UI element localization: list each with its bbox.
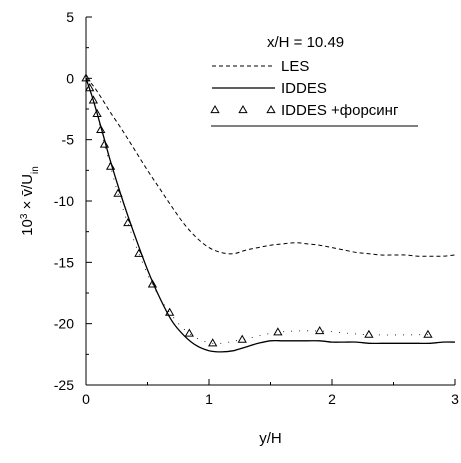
legend-entry-label: LES — [281, 58, 309, 75]
x-tick-label: 1 — [205, 391, 213, 407]
y-axis-label-exponent: 3 — [19, 213, 30, 219]
data-point-triangle — [85, 83, 95, 92]
data-point-triangle — [92, 108, 102, 118]
y-axis-label: 103 × v̄/Uin — [19, 166, 41, 236]
y-tick-label: -15 — [54, 254, 74, 270]
legend: LES IDDES IDDES +форсинг — [210, 58, 418, 127]
data-point-triangle — [134, 248, 144, 257]
data-point-triangle — [315, 326, 325, 335]
series-iddes-line — [85, 78, 456, 353]
chart-annotation: x/H = 10.49 — [267, 34, 344, 51]
data-point-triangle — [237, 334, 247, 343]
y-axis-label-prefix: 10 — [19, 219, 36, 236]
x-tick-label: 0 — [82, 391, 90, 407]
y-tick-label: -20 — [54, 316, 74, 332]
y-tick-label: -25 — [54, 377, 74, 393]
data-point-triangle — [88, 95, 99, 104]
y-tick-label: -5 — [62, 132, 75, 148]
data-point-triangle — [81, 73, 91, 82]
data-point-triangle — [184, 328, 194, 337]
data-point-triangle — [99, 139, 110, 148]
data-point-triangle — [113, 188, 123, 197]
y-tick-label: 5 — [66, 9, 74, 25]
data-point-triangle — [423, 329, 433, 338]
y-axis-label-var: v̄ — [19, 188, 36, 196]
data-point-triangle — [208, 338, 218, 347]
data-point-triangle — [105, 161, 116, 170]
legend-swatch-triangle — [238, 104, 248, 114]
plot-area — [85, 17, 455, 386]
series-les-line — [85, 77, 456, 257]
legend-swatch-triangle — [266, 104, 276, 114]
x-axis-label: y/H — [259, 430, 282, 447]
y-axis-label-mid: × — [19, 196, 36, 213]
legend-entry-label: IDDES — [281, 80, 327, 97]
x-tick-label: 2 — [328, 391, 336, 407]
data-point-triangle — [273, 327, 283, 336]
legend-swatch-triangle — [210, 104, 220, 114]
x-tick-label: 3 — [451, 391, 459, 407]
data-point-triangle — [123, 218, 133, 227]
y-axis-label-slash: /U — [19, 174, 36, 189]
x-ticks: 0 1 2 3 — [82, 379, 459, 407]
y-tick-label: 0 — [66, 70, 74, 86]
y-ticks: 5 0 -5 -10 -15 -20 -25 — [54, 9, 92, 393]
data-point-triangle — [147, 279, 158, 288]
data-point-triangle — [96, 124, 106, 133]
data-point-triangle — [364, 329, 374, 338]
y-axis-label-subscript: in — [30, 166, 41, 174]
y-tick-label: -10 — [54, 193, 74, 209]
data-point-triangle — [164, 307, 175, 316]
series-iddes-forcing — [81, 73, 433, 347]
legend-entry-label: IDDES +форсинг — [281, 102, 399, 119]
series-layer — [81, 73, 456, 353]
